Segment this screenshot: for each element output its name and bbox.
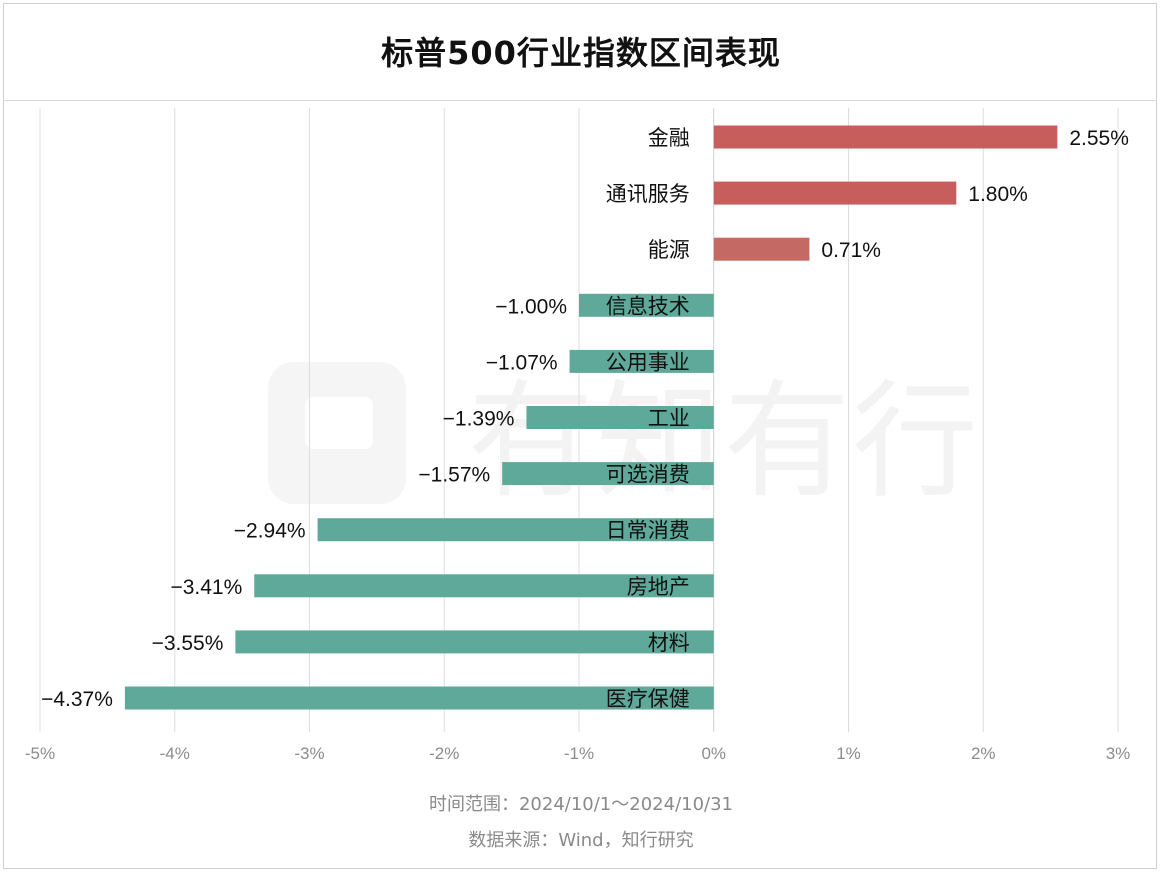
bar	[713, 181, 957, 205]
x-tick-label: 1%	[836, 744, 861, 763]
title-divider	[4, 100, 1156, 101]
watermark: 有知有行	[268, 362, 980, 515]
data-label: −1.57%	[418, 464, 490, 487]
data-label: 1.80%	[968, 183, 1028, 206]
bar	[569, 349, 714, 373]
bar	[317, 518, 714, 542]
category-label: 日常消费	[606, 519, 690, 543]
x-tick-label: 0%	[701, 744, 726, 763]
data-label: −3.41%	[170, 576, 242, 599]
bar	[254, 574, 714, 598]
category-label: 医疗保健	[606, 687, 690, 711]
bar	[502, 462, 714, 486]
time-range-note: 时间范围：2024/10/1～2024/10/31	[428, 794, 734, 815]
source-note: 数据来源：Wind，知行研究	[468, 830, 694, 851]
category-label: 材料	[648, 631, 690, 655]
bars	[124, 125, 1058, 710]
category-label: 公用事业	[606, 350, 690, 374]
category-label: 能源	[648, 238, 690, 262]
x-tick-label: 2%	[971, 744, 996, 763]
category-label: 信息技术	[606, 294, 690, 318]
data-label: −3.55%	[152, 632, 224, 655]
bar	[235, 630, 714, 654]
x-tick-label: -4%	[160, 744, 190, 763]
x-tick-label: 3%	[1106, 744, 1131, 763]
category-label: 金融	[648, 126, 690, 150]
data-label: 2.55%	[1069, 127, 1129, 150]
x-tick-label: -3%	[294, 744, 324, 763]
bar	[713, 237, 810, 261]
bar	[124, 686, 714, 710]
data-label: −2.94%	[234, 520, 306, 543]
bar	[579, 293, 714, 317]
x-tick-label: -1%	[564, 744, 594, 763]
x-tick-label: -5%	[25, 744, 55, 763]
data-label: −1.00%	[495, 295, 567, 318]
category-label: 房地产	[627, 575, 690, 599]
watermark-logo-cut	[305, 397, 373, 449]
chart-title: 标普500行业指数区间表现	[381, 34, 781, 72]
bar	[713, 125, 1058, 149]
data-label: −1.07%	[486, 351, 558, 374]
data-labels: 2.55% 1.80% 0.71% −1.00% −1.07% −1.39% −1.57% −…	[41, 127, 1129, 711]
category-label: 通讯服务	[606, 182, 690, 206]
x-tick-label: -2%	[429, 744, 459, 763]
bar	[526, 406, 714, 429]
x-axis-ticks: -5% -4% -3% -2% -1% 0% 1% 2% 3%	[25, 744, 1130, 763]
watermark-text: 有知有行	[468, 368, 980, 515]
category-label: 可选消费	[606, 463, 690, 487]
data-label: 0.71%	[821, 239, 881, 262]
data-label: −4.37%	[41, 688, 113, 711]
category-label: 工业	[648, 407, 690, 431]
data-label: −1.39%	[443, 408, 515, 431]
